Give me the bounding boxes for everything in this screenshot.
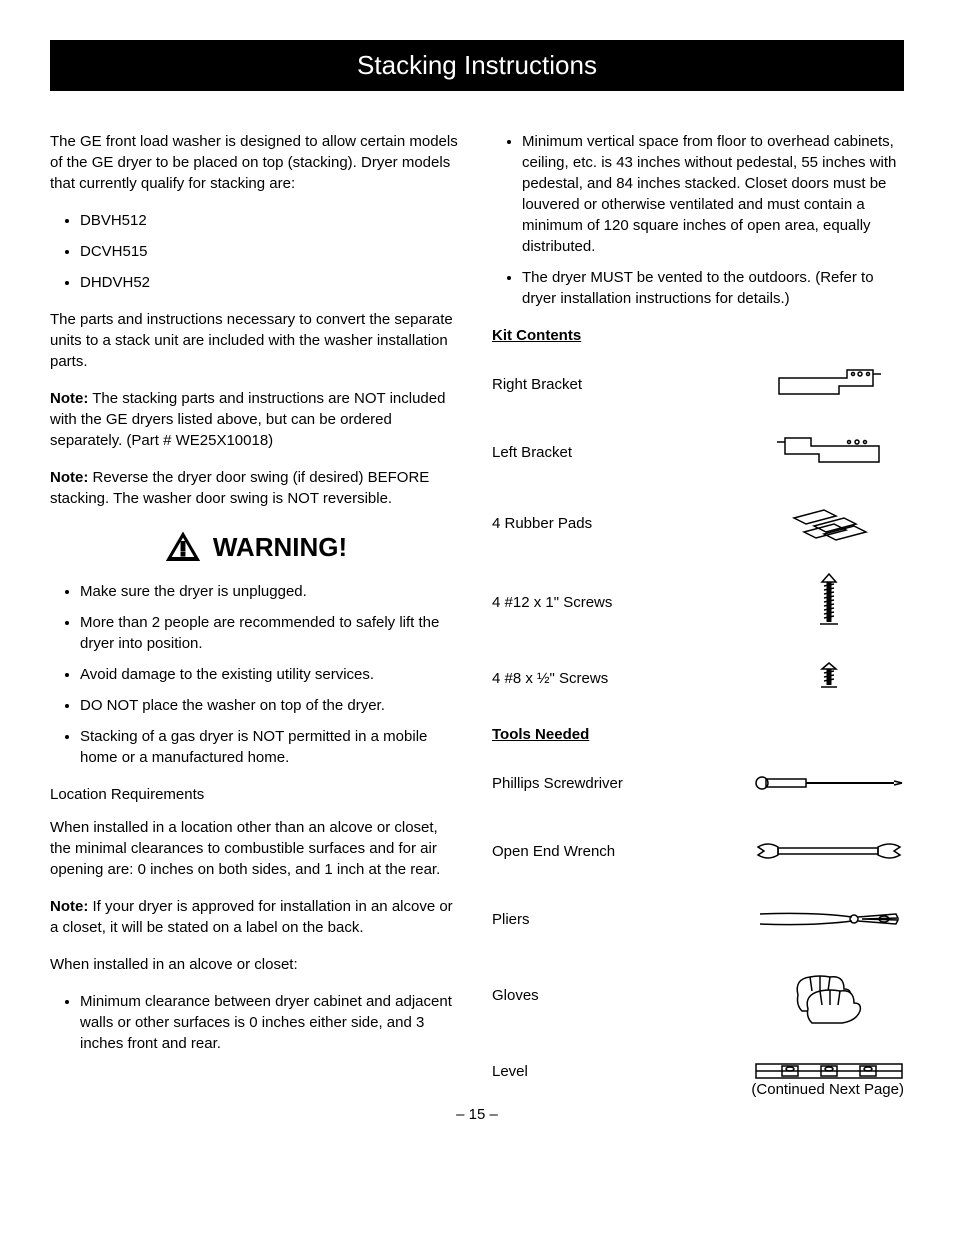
left-bracket-icon <box>754 432 904 472</box>
warning-icon <box>165 531 201 563</box>
tool-item-label: Open End Wrench <box>492 841 754 862</box>
paragraph: The parts and instructions necessary to … <box>50 309 462 372</box>
note-text: If your dryer is approved for installati… <box>50 898 453 936</box>
kit-item-row: Left Bracket <box>492 430 904 474</box>
note-text: Reverse the dryer door swing (if desired… <box>50 469 429 507</box>
list-item: Make sure the dryer is unplugged. <box>80 581 462 602</box>
kit-item-row: 4 #12 x 1" Screws <box>492 572 904 632</box>
note-label: Note: <box>50 390 88 407</box>
kit-item-label: 4 Rubber Pads <box>492 513 754 534</box>
kit-item-label: 4 #12 x 1" Screws <box>492 592 754 613</box>
right-top-list: Minimum vertical space from floor to ove… <box>492 131 904 309</box>
pliers-icon <box>754 904 904 934</box>
right-bracket-icon <box>754 364 904 404</box>
note-paragraph: Note: The stacking parts and instruction… <box>50 388 462 451</box>
kit-item-row: Right Bracket <box>492 362 904 406</box>
warning-list: Make sure the dryer is unplugged. More t… <box>50 581 462 768</box>
model-list: DBVH512 DCVH515 DHDVH52 <box>50 210 462 293</box>
location-requirements-heading: Location Requirements <box>50 784 462 805</box>
note-paragraph: Note: If your dryer is approved for inst… <box>50 896 462 938</box>
tools-needed-heading: Tools Needed <box>492 724 904 745</box>
tool-item-label: Phillips Screwdriver <box>492 773 754 794</box>
list-item: DBVH512 <box>80 210 462 231</box>
tool-item-row: Gloves <box>492 965 904 1025</box>
note-label: Note: <box>50 898 88 915</box>
page-number: – 15 – <box>50 1106 904 1123</box>
tool-item-label: Pliers <box>492 909 754 930</box>
kit-contents-heading: Kit Contents <box>492 325 904 346</box>
rubber-pads-icon <box>754 498 904 548</box>
screw-long-icon <box>754 572 904 632</box>
tool-item-row: Pliers <box>492 897 904 941</box>
list-item: More than 2 people are recommended to sa… <box>80 612 462 654</box>
kit-item-label: Right Bracket <box>492 374 754 395</box>
list-item: Stacking of a gas dryer is NOT permitted… <box>80 726 462 768</box>
gloves-icon <box>754 965 904 1025</box>
note-text: The stacking parts and instructions are … <box>50 390 445 449</box>
continued-label: (Continued Next Page) <box>492 1079 904 1100</box>
left-column: The GE front load washer is designed to … <box>50 131 462 1100</box>
paragraph: When installed in an alcove or closet: <box>50 954 462 975</box>
kit-item-label: 4 #8 x ½" Screws <box>492 668 754 689</box>
right-column: Minimum vertical space from floor to ove… <box>492 131 904 1100</box>
wrench-icon <box>754 839 904 863</box>
kit-item-row: 4 Rubber Pads <box>492 498 904 548</box>
paragraph: When installed in a location other than … <box>50 817 462 880</box>
list-item: DHDVH52 <box>80 272 462 293</box>
warning-label: WARNING! <box>213 529 347 565</box>
tool-item-row: Open End Wrench <box>492 829 904 873</box>
note-label: Note: <box>50 469 88 486</box>
note-paragraph: Note: Reverse the dryer door swing (if d… <box>50 467 462 509</box>
list-item: DCVH515 <box>80 241 462 262</box>
screw-short-icon <box>754 661 904 695</box>
list-item: Minimum vertical space from floor to ove… <box>522 131 904 257</box>
intro-paragraph: The GE front load washer is designed to … <box>50 131 462 194</box>
list-item: DO NOT place the washer on top of the dr… <box>80 695 462 716</box>
warning-header: WARNING! <box>50 529 462 565</box>
kit-item-row: 4 #8 x ½" Screws <box>492 656 904 700</box>
tool-item-label: Level <box>492 1061 754 1082</box>
page-title: Stacking Instructions <box>50 40 904 91</box>
list-item: Minimum clearance between dryer cabinet … <box>80 991 462 1054</box>
closet-list: Minimum clearance between dryer cabinet … <box>50 991 462 1054</box>
list-item: Avoid damage to the existing utility ser… <box>80 664 462 685</box>
kit-item-label: Left Bracket <box>492 442 754 463</box>
tool-item-row: Phillips Screwdriver <box>492 761 904 805</box>
tool-item-label: Gloves <box>492 985 754 1006</box>
list-item: The dryer MUST be vented to the outdoors… <box>522 267 904 309</box>
screwdriver-icon <box>754 773 904 793</box>
